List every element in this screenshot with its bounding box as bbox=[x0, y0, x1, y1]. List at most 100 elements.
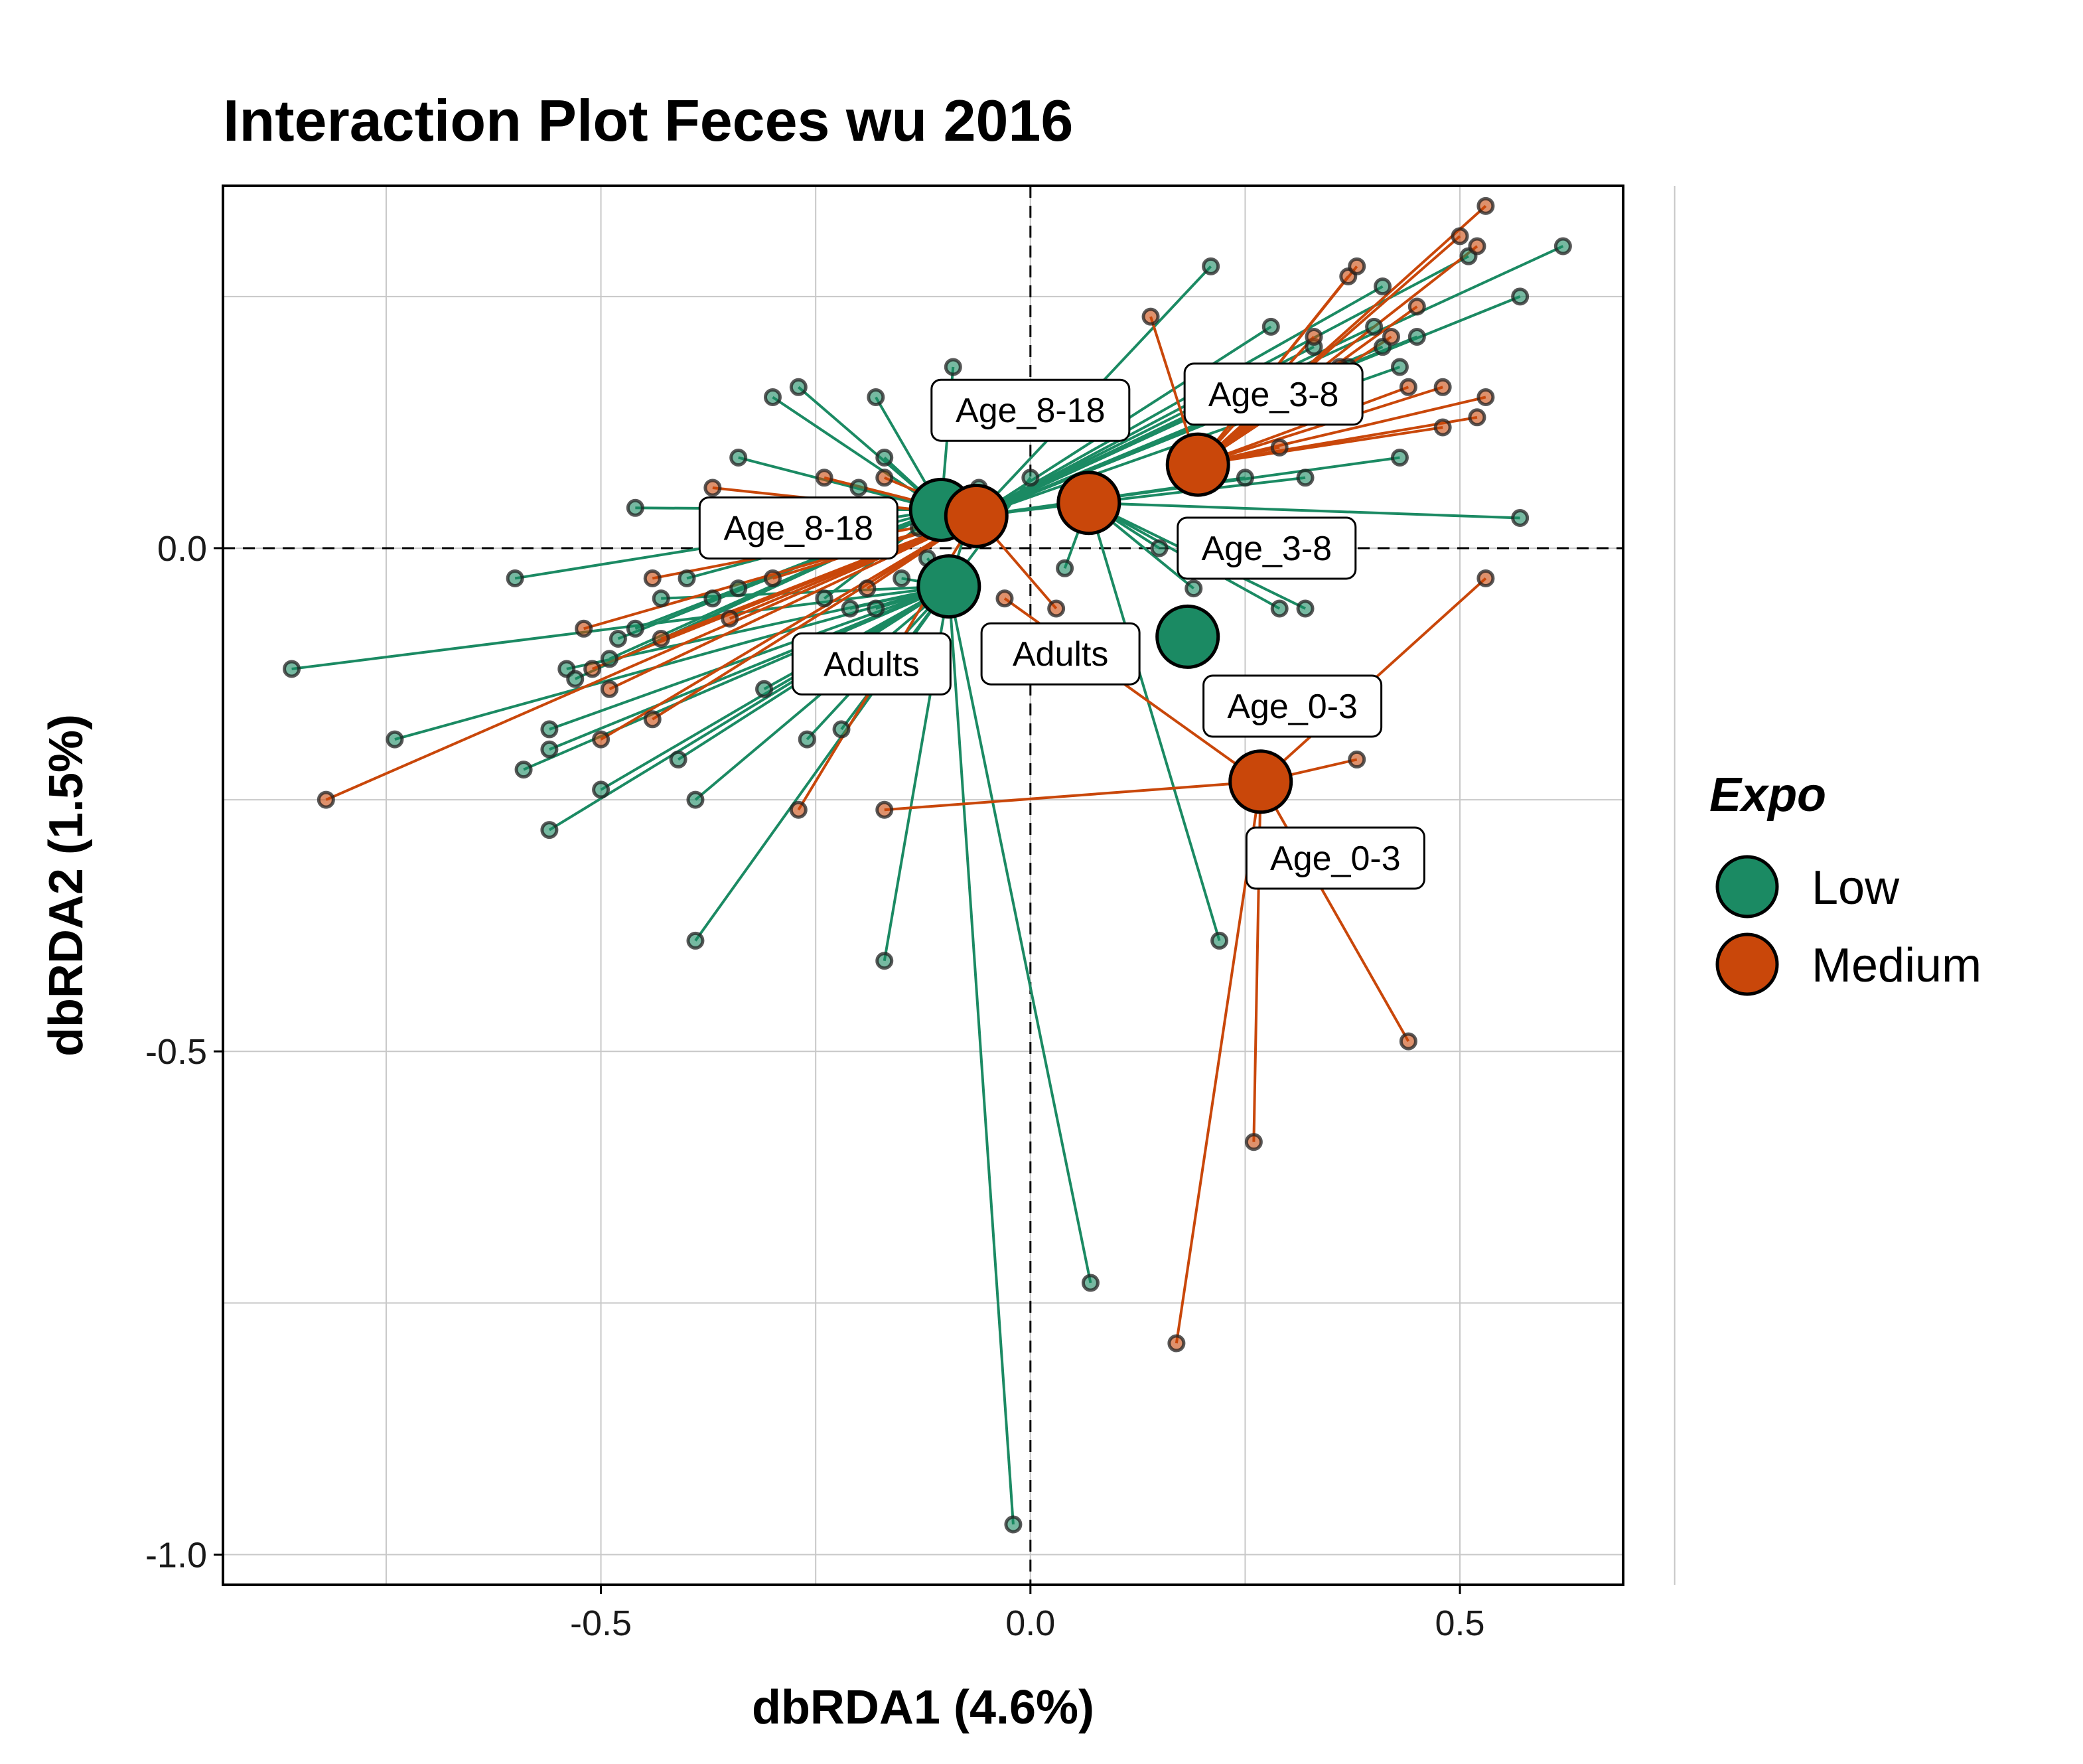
legend: Expo Low Medium bbox=[1709, 769, 1981, 996]
sample-point bbox=[1407, 327, 1426, 346]
spider-segment bbox=[291, 585, 950, 670]
spider-segment bbox=[548, 585, 950, 832]
sample-point bbox=[601, 650, 619, 668]
sample-point bbox=[1433, 378, 1452, 396]
sample-point bbox=[1244, 1133, 1263, 1151]
sample-point bbox=[1476, 196, 1495, 215]
sample-point bbox=[703, 478, 722, 497]
sample-point bbox=[609, 629, 627, 648]
spider-segment bbox=[1197, 386, 1443, 466]
sample-point bbox=[1511, 287, 1530, 306]
centroid-label-text: Age_0-3 bbox=[1270, 840, 1401, 878]
sample-point bbox=[1270, 599, 1289, 618]
centroid-point bbox=[916, 554, 981, 619]
sample-point bbox=[789, 378, 808, 396]
sample-point bbox=[1261, 317, 1280, 336]
sample-point bbox=[1047, 599, 1066, 618]
spider-segment bbox=[1259, 780, 1410, 1043]
sample-point bbox=[815, 589, 833, 608]
centroid-label-text: Age_0-3 bbox=[1227, 688, 1358, 726]
sample-point bbox=[626, 619, 644, 638]
sample-point bbox=[1382, 327, 1400, 346]
sample-point bbox=[1407, 297, 1426, 316]
centroid-label-box bbox=[1202, 674, 1383, 738]
sample-point bbox=[798, 730, 816, 749]
sample-point bbox=[875, 952, 894, 970]
spider-segment bbox=[947, 586, 1092, 1284]
sample-point bbox=[893, 569, 911, 587]
sample-point bbox=[867, 599, 885, 618]
sample-point bbox=[995, 589, 1014, 608]
centroid-label: Age_8-18 bbox=[698, 496, 898, 560]
sample-point bbox=[686, 790, 705, 809]
sample-point bbox=[875, 800, 894, 819]
sample-point bbox=[626, 498, 644, 517]
centroid-label-text: Age_8-18 bbox=[724, 510, 874, 548]
sample-point bbox=[1476, 569, 1495, 587]
y-tick-label: -1.0 bbox=[145, 1536, 207, 1576]
x-axis-ticks: -0.5 0.0 0.5 bbox=[570, 1585, 1485, 1643]
centroid-point bbox=[944, 483, 1009, 548]
sample-points bbox=[283, 196, 1572, 1534]
centroid-point bbox=[1155, 604, 1220, 669]
centroid-label-text: Age_3-8 bbox=[1201, 530, 1332, 568]
centroid-label-box bbox=[1177, 516, 1357, 580]
sample-point bbox=[875, 448, 894, 467]
sample-point bbox=[832, 720, 851, 739]
legend-key-medium bbox=[1715, 932, 1779, 996]
y-tick-label: -0.5 bbox=[145, 1032, 207, 1072]
sample-point bbox=[514, 761, 533, 779]
sample-point bbox=[703, 589, 722, 608]
centroid-label: Age_3-8 bbox=[1177, 516, 1357, 580]
sample-point bbox=[789, 800, 808, 819]
plot-border bbox=[222, 184, 1624, 1586]
centroid-label-text: Adults bbox=[1013, 635, 1109, 674]
centroid-point bbox=[1056, 471, 1121, 536]
legend-key-low bbox=[1715, 855, 1779, 919]
centroid-label: Adults bbox=[980, 622, 1141, 686]
centroid-point bbox=[1165, 432, 1230, 497]
sample-point bbox=[815, 469, 833, 487]
spider-segment bbox=[975, 285, 1384, 518]
sample-point bbox=[1185, 579, 1203, 598]
spider-segment bbox=[884, 780, 1261, 812]
sample-point bbox=[944, 358, 962, 376]
spider-segment bbox=[772, 396, 942, 511]
x-axis-title: dbRDA1 (4.6%) bbox=[752, 1681, 1094, 1734]
sample-point bbox=[1553, 237, 1572, 256]
sample-point bbox=[1305, 327, 1323, 346]
sample-point bbox=[1390, 448, 1409, 467]
sample-point bbox=[1210, 931, 1229, 950]
centroid-label: Age_8-18 bbox=[930, 378, 1131, 442]
sample-point bbox=[601, 680, 619, 698]
centroid-label-text: Adults bbox=[824, 645, 920, 684]
spider-segment bbox=[325, 514, 977, 801]
sample-point bbox=[875, 469, 894, 487]
sample-point bbox=[1270, 438, 1289, 457]
sample-point bbox=[592, 730, 611, 749]
spider-segment bbox=[1088, 501, 1520, 520]
sample-point bbox=[506, 569, 524, 587]
sample-point bbox=[540, 720, 559, 739]
sample-point bbox=[283, 660, 301, 678]
spider-segment bbox=[1087, 502, 1221, 941]
centroid-label: Age_0-3 bbox=[1202, 674, 1383, 738]
x-tick-label: 0.5 bbox=[1435, 1603, 1485, 1643]
sample-point bbox=[1374, 277, 1392, 296]
x-tick-label: -0.5 bbox=[570, 1603, 632, 1643]
centroid-label-box bbox=[1245, 826, 1425, 890]
spider-segment bbox=[1197, 245, 1478, 466]
sample-point bbox=[540, 740, 559, 759]
sample-point bbox=[1236, 469, 1254, 487]
sample-point bbox=[1348, 257, 1366, 275]
sample-point bbox=[1167, 1334, 1186, 1353]
sample-point bbox=[1399, 1032, 1417, 1051]
sample-point bbox=[1141, 307, 1160, 326]
sample-point bbox=[1021, 469, 1040, 487]
centroid-label-box bbox=[980, 622, 1141, 686]
y-axis-title: dbRDA2 (1.5%) bbox=[40, 714, 93, 1057]
sample-point bbox=[1433, 418, 1452, 437]
sample-point bbox=[566, 670, 585, 688]
sample-point bbox=[669, 750, 687, 769]
sample-point bbox=[1296, 599, 1315, 618]
